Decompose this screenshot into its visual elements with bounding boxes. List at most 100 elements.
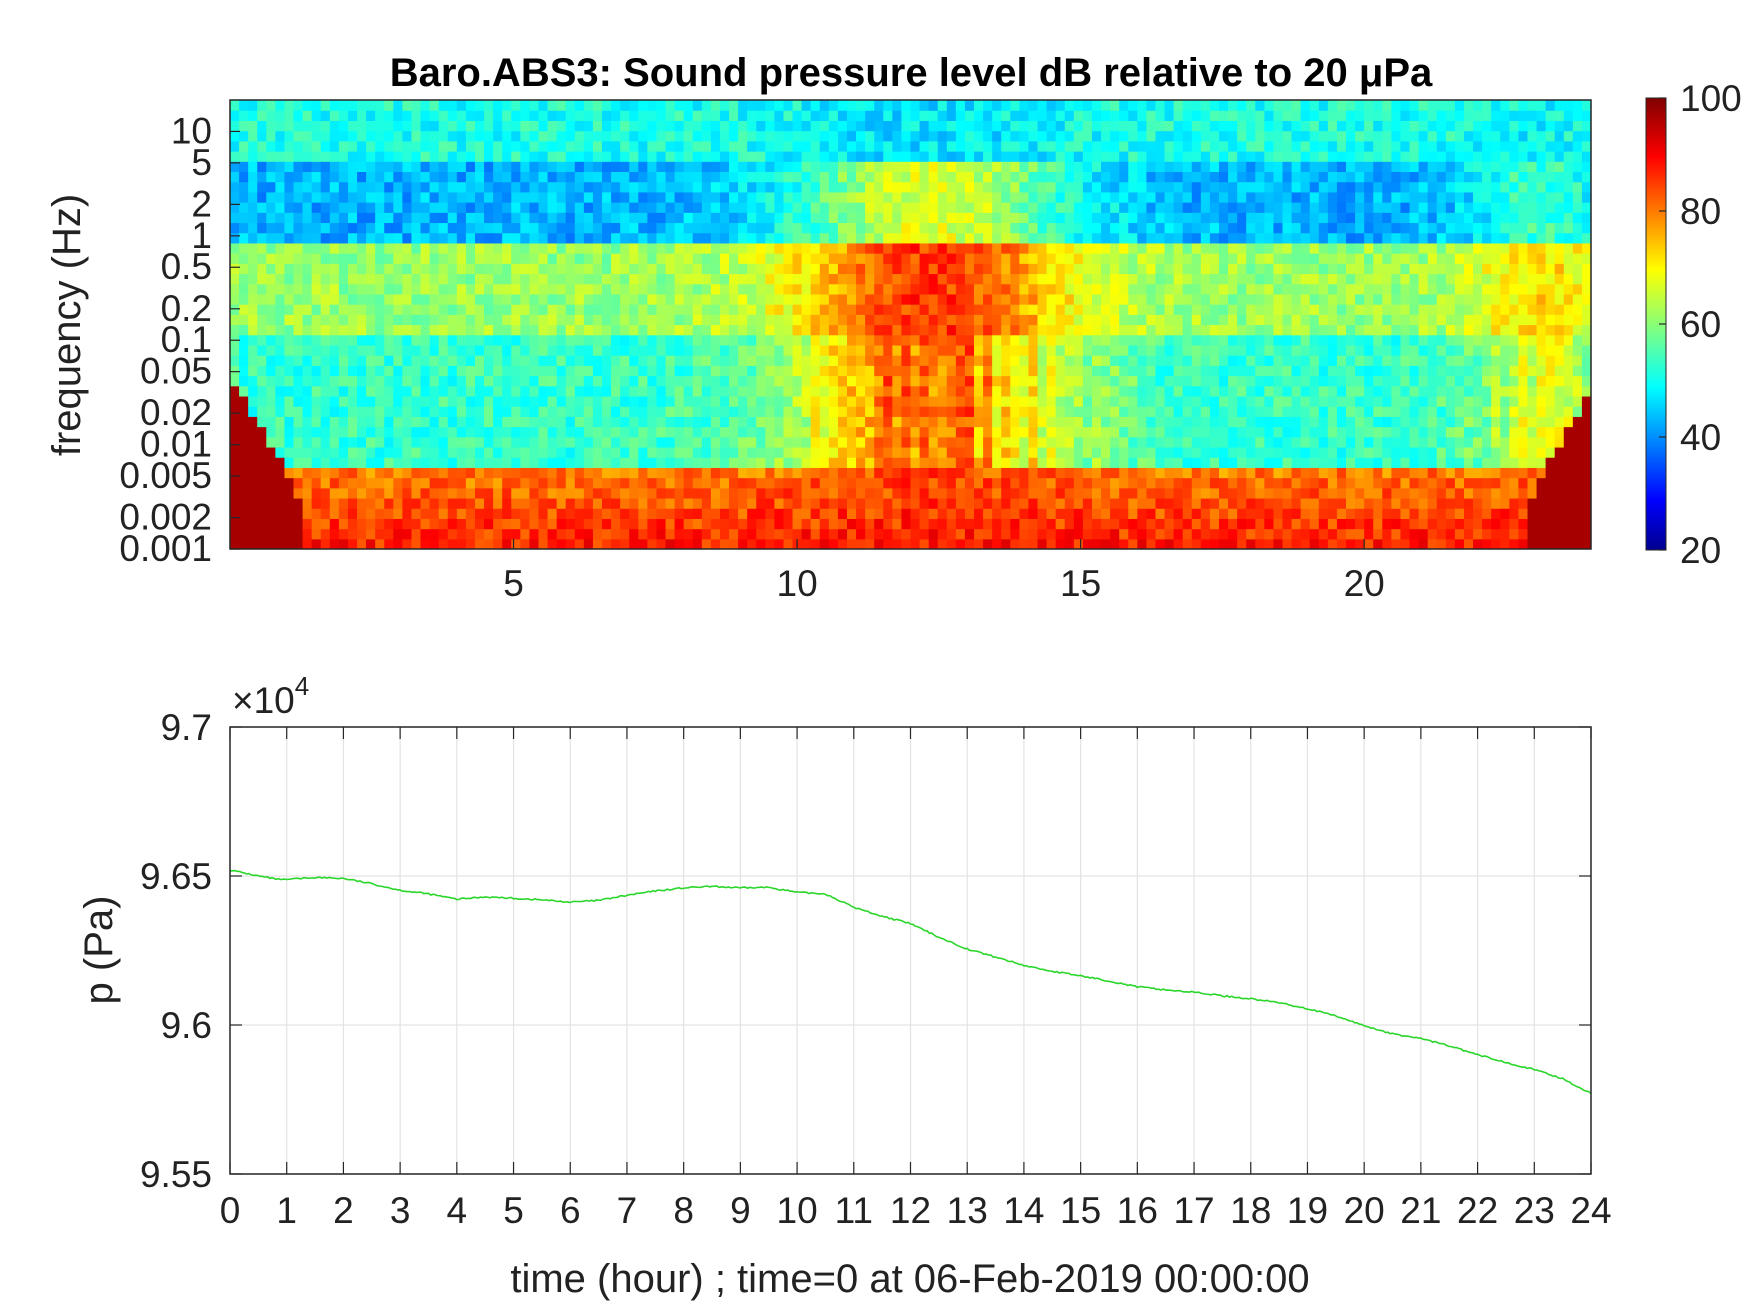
heatmap-cell	[674, 171, 685, 183]
heatmap-cell	[547, 355, 558, 366]
heatmap-cell	[928, 314, 939, 326]
heatmap-cell	[674, 528, 685, 540]
heatmap-cell	[357, 110, 367, 121]
heatmap-cell	[1218, 242, 1229, 254]
heatmap-cell	[656, 344, 667, 356]
heatmap-cell	[974, 487, 984, 499]
heatmap-cell	[556, 222, 567, 234]
heatmap-cell	[611, 222, 621, 234]
heatmap-cell	[592, 538, 603, 549]
heatmap-cell	[983, 487, 993, 499]
heatmap-cell	[338, 161, 349, 173]
heatmap-cell	[493, 334, 503, 346]
heatmap-cell	[837, 202, 848, 213]
heatmap-cell	[955, 212, 966, 224]
heatmap-cell	[992, 304, 1002, 315]
heatmap-cell	[592, 375, 603, 387]
heatmap-cell	[955, 375, 966, 387]
heatmap-cell	[1091, 395, 1102, 407]
heatmap-cell	[1173, 355, 1184, 366]
heatmap-cell	[819, 324, 830, 336]
heatmap-cell	[765, 497, 775, 509]
heatmap-cell	[447, 406, 458, 417]
heatmap-cell	[520, 518, 531, 530]
heatmap-cell	[774, 130, 785, 142]
heatmap-cell	[701, 100, 712, 111]
heatmap-cell	[275, 385, 286, 397]
heatmap-cell	[928, 120, 939, 132]
heatmap-cell	[1218, 395, 1229, 407]
heatmap-cell	[1146, 191, 1157, 203]
heatmap-cell	[529, 538, 540, 549]
heatmap-cell	[592, 232, 603, 244]
heatmap-cell	[983, 467, 993, 479]
heatmap-cell	[547, 140, 558, 152]
heatmap-cell	[257, 508, 267, 519]
heatmap-cell	[1237, 538, 1247, 549]
heatmap-cell	[865, 314, 875, 326]
heatmap-cell	[465, 365, 476, 377]
heatmap-cell	[465, 130, 476, 142]
heatmap-cell	[602, 395, 612, 407]
heatmap-cell	[520, 508, 531, 519]
heatmap-cell	[248, 120, 258, 132]
heatmap-cell	[520, 130, 531, 142]
heatmap-cell	[493, 283, 503, 295]
heatmap-cell	[1001, 232, 1011, 244]
heatmap-cell	[665, 191, 676, 203]
heatmap-cell	[366, 263, 376, 275]
heatmap-cell	[1128, 365, 1138, 377]
heatmap-cell	[429, 191, 440, 203]
heatmap-cell	[311, 314, 322, 326]
heatmap-cell	[474, 497, 485, 509]
heatmap-cell	[329, 242, 340, 254]
heatmap-cell	[1082, 130, 1093, 142]
heatmap-cell	[756, 253, 766, 264]
heatmap-cell	[710, 191, 721, 203]
heatmap-cell	[357, 426, 367, 438]
heatmap-cell	[1055, 518, 1066, 530]
heatmap-cell	[955, 161, 966, 173]
heatmap-cell	[520, 416, 531, 428]
heatmap-cell	[937, 436, 948, 448]
heatmap-cell	[347, 151, 358, 162]
heatmap-cell	[338, 487, 349, 499]
heatmap-cell	[738, 130, 748, 142]
heatmap-cell	[1237, 283, 1247, 295]
heatmap-cell	[438, 110, 449, 121]
heatmap-cell	[230, 161, 240, 173]
heatmap-cell	[792, 324, 803, 336]
heatmap-cell	[1246, 446, 1256, 458]
heatmap-cell	[375, 263, 385, 275]
heatmap-cell	[1110, 497, 1120, 509]
heatmap-cell	[1146, 436, 1157, 448]
heatmap-cell	[393, 283, 403, 295]
heatmap-cell	[1164, 191, 1175, 203]
heatmap-cell	[1146, 467, 1157, 479]
heatmap-cell	[547, 314, 558, 326]
heatmap-cell	[683, 426, 694, 438]
heatmap-cell	[747, 334, 757, 346]
heatmap-cell	[1173, 467, 1184, 479]
heatmap-cell	[856, 171, 866, 183]
heatmap-cell	[928, 406, 939, 417]
heatmap-cell	[937, 395, 948, 407]
heatmap-cell	[1119, 273, 1129, 285]
heatmap-cell	[883, 406, 893, 417]
heatmap-cell	[411, 100, 422, 111]
heatmap-cell	[974, 171, 984, 183]
heatmap-cell	[756, 304, 766, 315]
heatmap-cell	[1037, 130, 1048, 142]
heatmap-cell	[819, 242, 830, 254]
heatmap-cell	[983, 426, 993, 438]
heatmap-cell	[1046, 518, 1057, 530]
heatmap-cell	[1218, 130, 1229, 142]
heatmap-cell	[819, 120, 830, 132]
heatmap-cell	[420, 518, 431, 530]
heatmap-cell	[955, 100, 966, 111]
heatmap-cell	[837, 171, 848, 183]
heatmap-cell	[701, 110, 712, 121]
heatmap-cell	[910, 497, 921, 509]
heatmap-cell	[629, 151, 639, 162]
heatmap-cell	[429, 324, 440, 336]
